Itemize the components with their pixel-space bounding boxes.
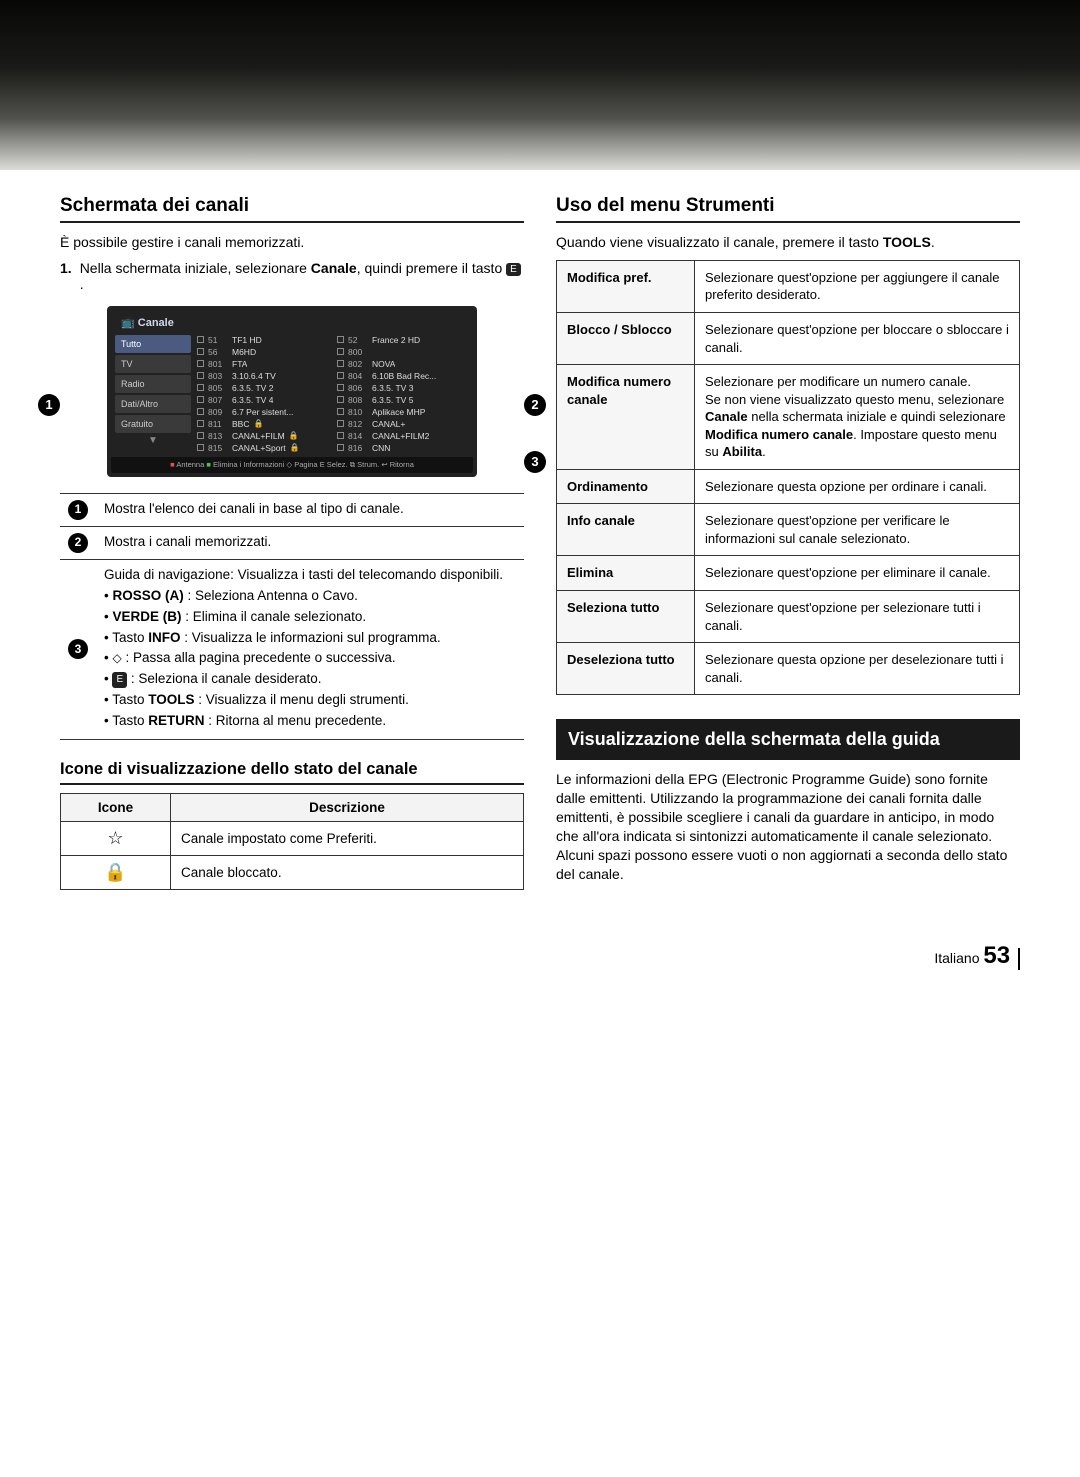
epg-text: Le informazioni della EPG (Electronic Pr… xyxy=(556,770,1020,883)
tv-sidebar-item: Dati/Altro xyxy=(115,395,191,413)
channel-row: 811BBC🔒 xyxy=(197,419,329,429)
channel-row: 8046.10B Bad Rec... xyxy=(337,371,469,381)
right-column: Uso del menu Strumenti Quando viene visu… xyxy=(556,195,1020,892)
channel-row: 8066.3.5. TV 3 xyxy=(337,383,469,393)
left-heading: Schermata dei canali xyxy=(60,195,524,223)
star-icon: ☆ xyxy=(61,822,171,856)
legend-icon-3: 3 xyxy=(68,639,88,659)
tools-desc: Selezionare quest'opzione per eliminare … xyxy=(695,556,1020,591)
tv-sidebar: Tutto TV Radio Dati/Altro Gratuito ▼ xyxy=(115,335,191,453)
tv-sidebar-item: Radio xyxy=(115,375,191,393)
page-footer: Italiano 53 xyxy=(60,942,1020,970)
left-subheading: Icone di visualizzazione dello stato del… xyxy=(60,760,524,785)
tools-label: Modifica pref. xyxy=(557,260,695,312)
tv-sidebar-item: TV xyxy=(115,355,191,373)
callout-2: 2 xyxy=(524,394,546,416)
tools-desc: Selezionare quest'opzione per aggiungere… xyxy=(695,260,1020,312)
channel-row: 8086.3.5. TV 5 xyxy=(337,395,469,405)
tv-footer: ■ Antenna ■ Elimina i Informazioni ◇ Pag… xyxy=(111,457,473,473)
tools-label: Info canale xyxy=(557,504,695,556)
enter-icon: E xyxy=(506,263,521,276)
legend-icon-1: 1 xyxy=(68,500,88,520)
top-gradient xyxy=(0,0,1080,170)
channel-row: 56M6HD xyxy=(197,347,329,357)
left-intro: È possibile gestire i canali memorizzati… xyxy=(60,233,524,252)
channel-row: 800 xyxy=(337,347,469,357)
tools-desc: Selezionare quest'opzione per verificare… xyxy=(695,504,1020,556)
tools-label: Elimina xyxy=(557,556,695,591)
guide-section-heading: Visualizzazione della schermata della gu… xyxy=(556,719,1020,760)
footer-bar xyxy=(1018,948,1020,970)
icontable-h2: Descrizione xyxy=(171,794,524,822)
updown-icon: ◇ xyxy=(112,652,121,664)
channel-row: 8056.3.5. TV 2 xyxy=(197,383,329,393)
right-heading: Uso del menu Strumenti xyxy=(556,195,1020,223)
footer-page: 53 xyxy=(983,942,1010,969)
tools-desc: Selezionare quest'opzione per bloccare o… xyxy=(695,312,1020,364)
channel-screen: 📺 Canale Tutto TV Radio Dati/Altro Gratuito ▼… xyxy=(107,306,477,477)
lock-icon: 🔒 xyxy=(61,856,171,890)
channel-row: 8033.10.6.4 TV xyxy=(197,371,329,381)
legend-icon-2: 2 xyxy=(68,533,88,553)
callout-1: 1 xyxy=(38,394,60,416)
enter-icon: E xyxy=(112,672,127,688)
channel-row: 52France 2 HD xyxy=(337,335,469,345)
page-body: 06 Funzioni DTV Schermata dei canali È p… xyxy=(0,170,1080,1477)
left-column: Schermata dei canali È possibile gestire… xyxy=(60,195,524,892)
tv-sidebar-item: Tutto xyxy=(115,335,191,353)
step1-text: Nella schermata iniziale, selezionare Ca… xyxy=(80,260,524,292)
channel-row: 801FTA xyxy=(197,359,329,369)
channel-row: 812CANAL+ xyxy=(337,419,469,429)
tv-sidebar-item: Gratuito xyxy=(115,415,191,433)
legend-table: 1 Mostra l'elenco dei canali in base al … xyxy=(60,493,524,740)
tools-desc: Selezionare per modificare un numero can… xyxy=(695,365,1020,470)
channel-row: 810Aplikace MHP xyxy=(337,407,469,417)
tv-title: 📺 Canale xyxy=(115,314,469,335)
tools-desc: Selezionare questa opzione per deselezio… xyxy=(695,643,1020,695)
icontable-h1: Icone xyxy=(61,794,171,822)
legend-row3: Guida di navigazione: Visualizza i tasti… xyxy=(96,559,524,739)
channel-row: 815CANAL+Sport🔒 xyxy=(197,443,329,453)
right-intro: Quando viene visualizzato il canale, pre… xyxy=(556,233,1020,252)
tools-desc: Selezionare questa opzione per ordinare … xyxy=(695,469,1020,504)
channel-row: 816CNN xyxy=(337,443,469,453)
step-number: 1. xyxy=(60,260,72,292)
tools-table: Modifica pref.Selezionare quest'opzione … xyxy=(556,260,1020,695)
footer-lang: Italiano xyxy=(934,950,979,966)
tools-label: Blocco / Sblocco xyxy=(557,312,695,364)
chevron-down-icon: ▼ xyxy=(115,435,191,446)
legend-row2: Mostra i canali memorizzati. xyxy=(96,526,524,559)
channel-row: 814CANAL+FILM2 xyxy=(337,431,469,441)
callout-3: 3 xyxy=(524,451,546,473)
tv-channel-list: 51TF1 HD 52France 2 HD 56M6HD 800 801FTA 802N… xyxy=(191,335,469,453)
channel-row: 813CANAL+FILM🔒 xyxy=(197,431,329,441)
icontable-r1: Canale impostato come Preferiti. xyxy=(171,822,524,856)
icon-description-table: Icone Descrizione ☆ Canale impostato com… xyxy=(60,793,524,890)
channel-row: 802NOVA xyxy=(337,359,469,369)
tools-label: Ordinamento xyxy=(557,469,695,504)
icontable-r2: Canale bloccato. xyxy=(171,856,524,890)
tools-label: Deseleziona tutto xyxy=(557,643,695,695)
channel-row: 8096.7 Per sistent... xyxy=(197,407,329,417)
tools-desc: Selezionare quest'opzione per selezionar… xyxy=(695,591,1020,643)
tools-label: Seleziona tutto xyxy=(557,591,695,643)
legend-row1: Mostra l'elenco dei canali in base al ti… xyxy=(96,493,524,526)
tools-label: Modifica numero canale xyxy=(557,365,695,470)
channel-row: 51TF1 HD xyxy=(197,335,329,345)
channel-row: 8076.3.5. TV 4 xyxy=(197,395,329,405)
